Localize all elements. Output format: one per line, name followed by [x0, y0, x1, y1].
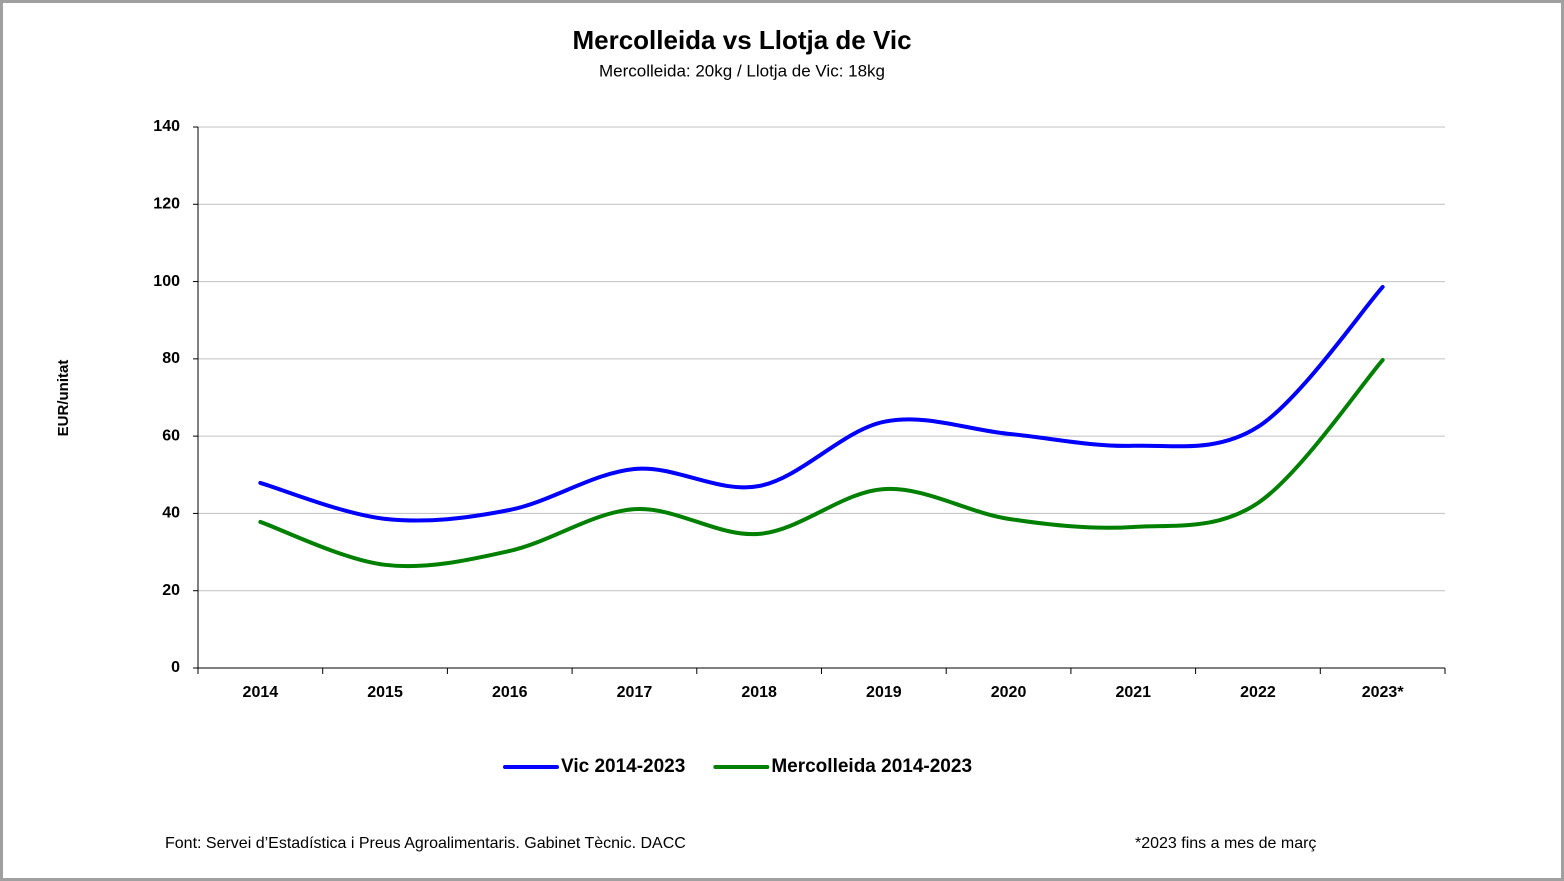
y-tick-label: 80	[162, 350, 180, 367]
x-tick-label: 2016	[492, 684, 528, 701]
x-tick-label: 2021	[1115, 684, 1151, 701]
chart-title: Mercolleida vs Llotja de Vic	[572, 25, 911, 55]
legend-label: Vic 2014-2023	[561, 756, 685, 777]
x-tick-label: 2020	[991, 684, 1027, 701]
footnote: *2023 fins a mes de març	[1135, 835, 1316, 852]
source-note: Font: Servei d’Estadística i Preus Agroa…	[165, 835, 686, 852]
x-tick-label: 2015	[367, 684, 403, 701]
y-tick-label: 100	[153, 273, 180, 290]
y-tick-label: 40	[162, 505, 180, 522]
x-tick-label: 2019	[866, 684, 902, 701]
y-axis-label: EUR/unitat	[55, 360, 72, 437]
y-tick-label: 120	[153, 196, 180, 213]
y-tick-label: 60	[162, 427, 180, 444]
x-tick-label: 2017	[617, 684, 653, 701]
y-tick-label: 140	[153, 118, 180, 135]
series-line	[258, 284, 1385, 523]
x-tick-label: 2018	[741, 684, 777, 701]
x-tick-label: 2023*	[1362, 684, 1405, 701]
y-tick-label: 0	[171, 659, 180, 676]
x-tick-label: 2022	[1240, 684, 1276, 701]
y-tick-label: 20	[162, 582, 180, 599]
legend-label: Mercolleida 2014-2023	[771, 756, 972, 777]
x-tick-label: 2014	[243, 684, 279, 701]
series-line	[258, 358, 1385, 569]
chart-subtitle: Mercolleida: 20kg / Llotja de Vic: 18kg	[599, 61, 885, 80]
